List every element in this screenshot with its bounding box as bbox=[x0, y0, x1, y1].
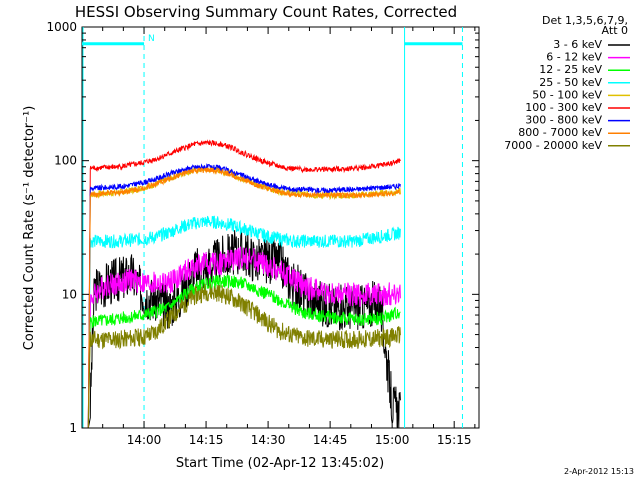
series-line bbox=[87, 283, 401, 429]
legend-label: 12 - 25 keV bbox=[539, 63, 602, 76]
footer-date: 2-Apr-2012 15:13 bbox=[564, 467, 634, 476]
legend-header: Det 1,3,5,6,7,9, bbox=[542, 14, 628, 27]
x-tick-label: 14:45 bbox=[313, 433, 348, 447]
x-tick-label: 14:00 bbox=[127, 433, 162, 447]
legend-label: 7000 - 20000 keV bbox=[504, 139, 602, 152]
axes-layer: 14:00 14:15 14:30 14:45 15:00 15:15 1 10 100 1000 bbox=[46, 20, 479, 447]
series-layer bbox=[87, 139, 401, 429]
plot-area bbox=[81, 26, 480, 429]
x-axis-label: Start Time (02-Apr-12 13:45:02) bbox=[176, 456, 384, 471]
series-line bbox=[87, 139, 401, 429]
legend-label: 6 - 12 keV bbox=[546, 51, 602, 64]
legend-header: Att 0 bbox=[602, 24, 628, 37]
legend-label: 3 - 6 keV bbox=[553, 38, 602, 51]
y-axis-label: Corrected Count Rate (s⁻¹ detector⁻¹) bbox=[22, 106, 37, 351]
x-tick-label: 15:00 bbox=[375, 433, 410, 447]
y-tick-label: 1 bbox=[69, 421, 77, 435]
series-line bbox=[87, 215, 401, 429]
x-tick-label: 14:15 bbox=[189, 433, 224, 447]
series-line bbox=[87, 163, 401, 429]
chart-title: HESSI Observing Summary Count Rates, Cor… bbox=[75, 3, 457, 21]
y-tick-label: 10 bbox=[62, 287, 77, 301]
series-line bbox=[87, 246, 401, 429]
legend-label: 300 - 800 keV bbox=[525, 114, 602, 127]
series-line bbox=[87, 274, 401, 429]
x-tick-label: 15:15 bbox=[437, 433, 472, 447]
flag-label: N bbox=[148, 34, 155, 44]
series-line bbox=[87, 167, 401, 429]
interval-markers: N bbox=[82, 27, 463, 428]
x-tick-label: 14:30 bbox=[251, 433, 286, 447]
legend-label: 100 - 300 keV bbox=[525, 101, 602, 114]
legend-label: 800 - 7000 keV bbox=[518, 126, 602, 139]
legend-label: 50 - 100 keV bbox=[532, 88, 602, 101]
y-tick-label: 1000 bbox=[46, 20, 77, 34]
legend-label: 25 - 50 keV bbox=[539, 76, 602, 89]
y-tick-label: 100 bbox=[54, 154, 77, 168]
